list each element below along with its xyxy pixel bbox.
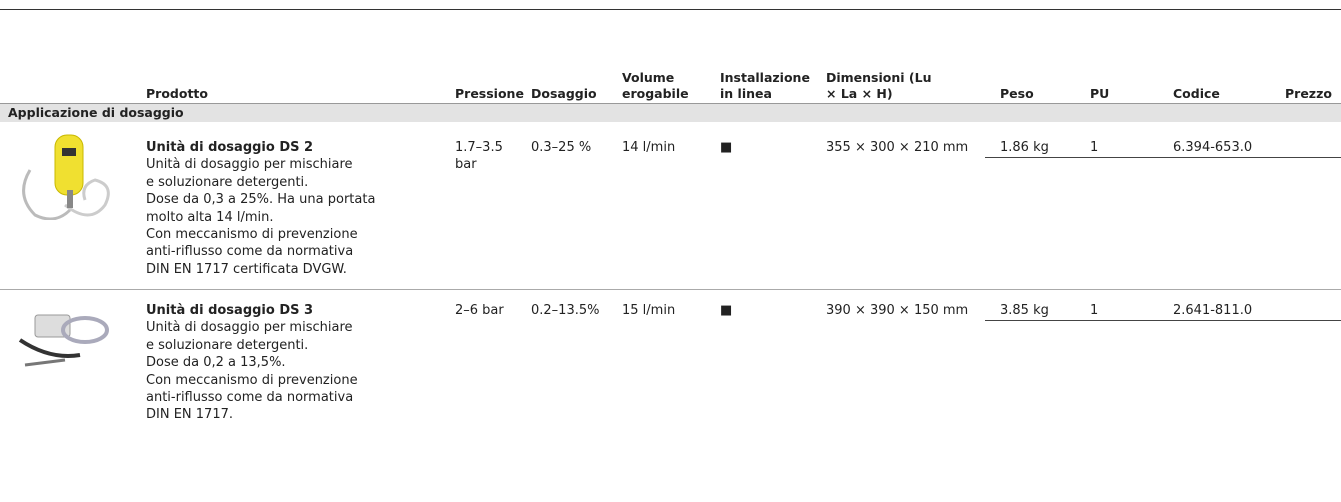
cell-value: 15 l/min: [622, 303, 676, 318]
section-title: Applicazione di dosaggio: [8, 105, 184, 120]
column-header: Prezzo: [1285, 86, 1332, 101]
cell-value: 390 × 390 × 150 mm: [826, 303, 969, 318]
section-row: Applicazione di dosaggio: [0, 104, 1341, 122]
column-header: Dosaggio: [531, 86, 597, 101]
column-header: Volume erogabile: [622, 70, 689, 101]
cell-value: 2.641-811.0: [1173, 303, 1253, 318]
column-header: Dimensioni (Lu × La × H): [826, 70, 932, 101]
description-line: Con meccanismo di prevenzione: [146, 227, 358, 242]
cell-value: 6.394-653.0: [1173, 140, 1253, 155]
column-header: Codice: [1173, 86, 1220, 101]
cell-value: 1: [1090, 140, 1099, 155]
header-rule: [0, 103, 1341, 104]
cell-value: 0.3–25 %: [531, 140, 592, 155]
description-line: e soluzionare detergenti.: [146, 174, 309, 190]
cell-value: 1.7–3.5 bar: [455, 140, 503, 173]
description-line: anti-riflusso come da normativa: [146, 390, 354, 405]
cell-value: 0.2–13.5%: [531, 303, 600, 318]
column-header: Peso: [1000, 86, 1034, 101]
price-rule: [985, 157, 1341, 158]
column-header: Prodotto: [146, 86, 208, 101]
top-rule: [0, 9, 1341, 10]
description-line: molto alta 14 l/min.: [146, 209, 274, 225]
product-name: Unità di dosaggio DS 3: [146, 303, 314, 318]
row-rule: [0, 289, 1341, 290]
description-line: anti-riflusso come da normativa: [146, 244, 354, 260]
description-line: Dose da 0,3 a 25%. Ha una portata: [146, 192, 376, 208]
product-image: [18, 314, 109, 367]
description-line: Unità di dosaggio per mischiare: [146, 157, 353, 173]
cell-value: 1: [1090, 303, 1099, 318]
cell-value: ■: [720, 303, 733, 318]
cell-value: 14 l/min: [622, 140, 676, 155]
description-line: DIN EN 1717.: [146, 407, 233, 423]
column-header: Pressione: [455, 86, 524, 101]
product-name: Unità di dosaggio DS 2: [146, 140, 314, 155]
description-line: Con meccanismo di prevenzione: [146, 372, 358, 388]
cell-value: 2–6 bar: [455, 303, 504, 318]
description-line: e soluzionare detergenti.: [146, 337, 309, 353]
column-header: PU: [1090, 86, 1110, 101]
product-image: [22, 134, 110, 220]
price-rule: [985, 320, 1341, 321]
cell-value: 355 × 300 × 210 mm: [826, 140, 969, 155]
description-line: Dose da 0,2 a 13,5%.: [146, 355, 286, 371]
cell-value: 3.85 kg: [1000, 303, 1049, 318]
column-header: Installazione in linea: [720, 70, 810, 101]
cell-value: ■: [720, 140, 733, 155]
cell-value: 1.86 kg: [1000, 140, 1049, 155]
description-line: Unità di dosaggio per mischiare: [146, 320, 353, 336]
description-line: DIN EN 1717 certificata DVGW.: [146, 261, 347, 277]
